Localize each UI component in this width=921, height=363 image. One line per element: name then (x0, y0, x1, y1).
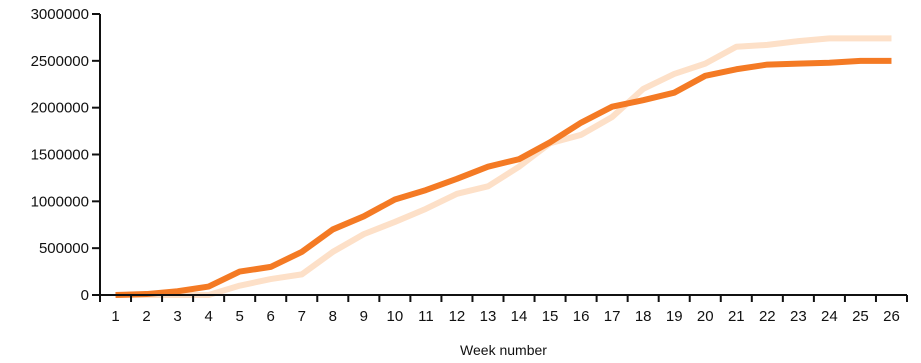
x-tick-label: 5 (236, 308, 244, 325)
x-tick-label: 21 (728, 308, 745, 325)
x-tick-label: 2 (142, 308, 150, 325)
x-tick-label: 16 (573, 308, 590, 325)
x-tick-label: 9 (360, 308, 368, 325)
x-tick-label: 20 (697, 308, 714, 325)
x-tick-label: 25 (852, 308, 869, 325)
x-tick-label: 23 (790, 308, 807, 325)
x-tick-label: 19 (666, 308, 683, 325)
x-tick-label: 12 (449, 308, 466, 325)
x-tick-label: 7 (298, 308, 306, 325)
y-ticks: 0 500000 1000000 1500000 2000000 2500000 30000… (31, 6, 100, 304)
axis-layer (99, 14, 907, 296)
x-tick-label: 24 (821, 308, 838, 325)
series-line-1 (115, 57, 892, 298)
y-tick-label: 2000000 (31, 100, 89, 117)
y-tick-label: 3000000 (31, 6, 89, 23)
y-tick-label: 1500000 (31, 147, 89, 164)
x-tick-label: 17 (604, 308, 621, 325)
x-tick-label: 4 (204, 308, 212, 325)
x-tick-label: 1 (111, 308, 119, 325)
x-tick-label: 6 (267, 308, 275, 325)
x-tick-label: 22 (759, 308, 776, 325)
y-tick-label: 500000 (39, 240, 89, 257)
x-tick-label: 10 (387, 308, 404, 325)
x-tick-label: 26 (883, 308, 900, 325)
x-tick-label: 3 (173, 308, 181, 325)
y-tick-label: 0 (81, 287, 89, 304)
series-line-2 (115, 35, 892, 298)
x-tick-label: 14 (511, 308, 528, 325)
x-tick-label: 18 (635, 308, 652, 325)
x-axis-title: Week number (460, 342, 547, 358)
y-tick-label: 2500000 (31, 53, 89, 70)
x-tick-label: 13 (480, 308, 497, 325)
x-tick-label: 8 (329, 308, 337, 325)
y-tick-label: 1000000 (31, 193, 89, 210)
x-tick-label: 11 (418, 308, 434, 325)
series-layer (115, 35, 892, 298)
x-tick-label: 15 (542, 308, 559, 325)
x-ticks: 1 2 3 4 5 6 7 8 9 10 11 12 13 14 15 16 17 18 19 20 21 22 23 24 2… (99, 295, 908, 325)
